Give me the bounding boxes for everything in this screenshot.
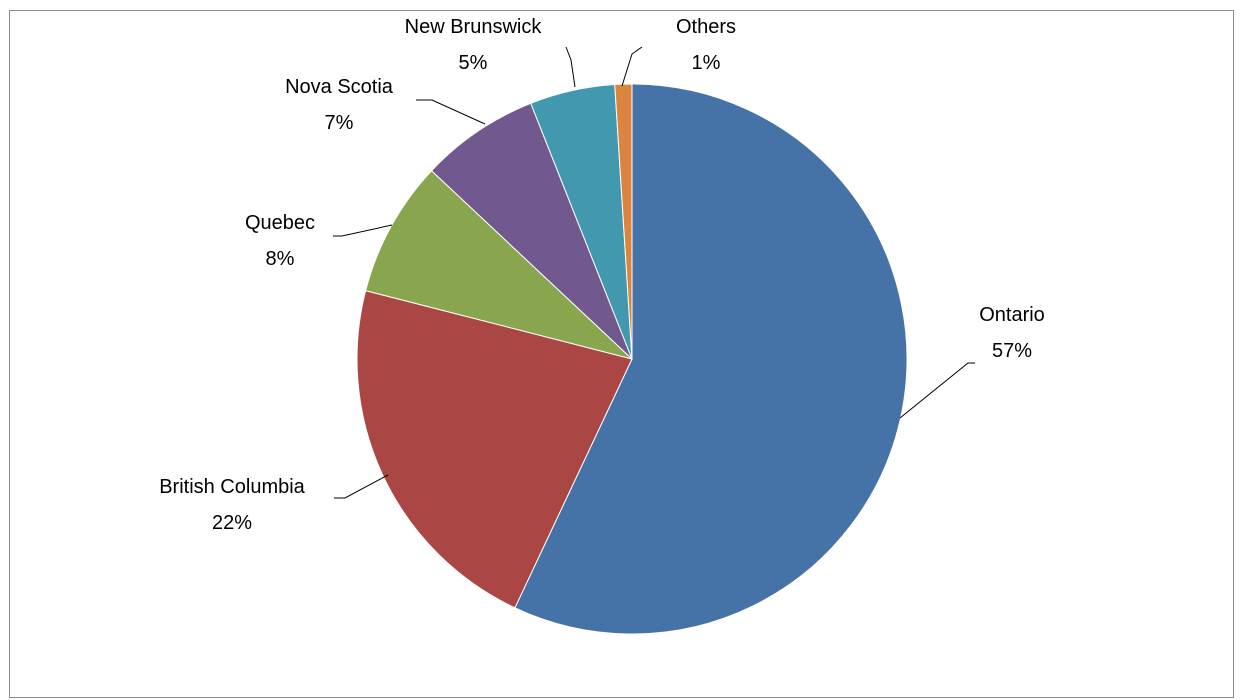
slice-value-others: 1%: [692, 52, 721, 74]
leader-line-new-brunswick: [565, 46, 576, 88]
leader-line-quebec: [333, 224, 393, 237]
slice-label-ontario: Ontario: [979, 304, 1045, 326]
slice-label-quebec: Quebec: [245, 212, 315, 234]
data-labels: Ontario 57% British Columbia 22% Quebec 8% Nov…: [159, 16, 1045, 534]
leader-lines: [333, 46, 975, 499]
pie-slice-others: [614, 83, 633, 360]
leader-line-ontario: [899, 362, 975, 419]
slice-value-new-brunswick: 5%: [459, 52, 488, 74]
slice-label-new-brunswick: New Brunswick: [405, 16, 543, 38]
slice-label-nova-scotia: Nova Scotia: [285, 76, 394, 98]
pie-slice-ontario: [514, 83, 908, 635]
slice-value-quebec: 8%: [266, 248, 295, 270]
slice-value-ontario: 57%: [992, 340, 1032, 362]
slice-value-british-columbia: 22%: [212, 512, 252, 534]
leader-line-nova-scotia: [416, 99, 486, 125]
pie-slices: [356, 83, 908, 635]
slice-label-others: Others: [676, 16, 736, 38]
pie-slice-nova-scotia: [430, 102, 633, 360]
slice-value-nova-scotia: 7%: [325, 112, 354, 134]
pie-slice-british-columbia: [356, 290, 633, 609]
pie-slice-quebec: [365, 170, 633, 360]
slice-label-british-columbia: British Columbia: [159, 476, 305, 498]
leader-line-others: [621, 46, 643, 87]
leader-line-british-columbia: [334, 474, 389, 499]
